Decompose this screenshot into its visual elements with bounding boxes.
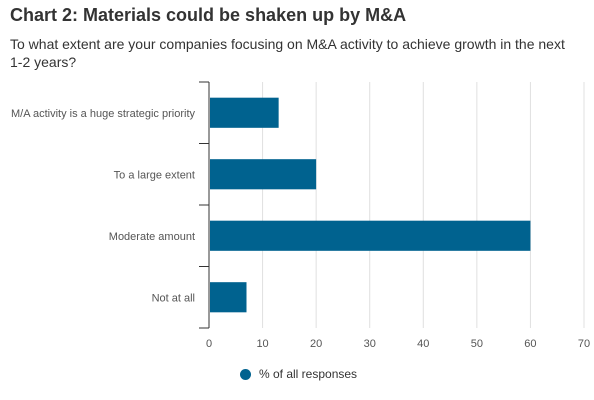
- bar[interactable]: [210, 97, 279, 128]
- bar[interactable]: [210, 282, 247, 313]
- legend[interactable]: % of all responses: [240, 367, 357, 381]
- category-label: Not at all: [152, 292, 195, 304]
- legend-label: % of all responses: [259, 367, 358, 381]
- x-tick-label: 50: [471, 338, 483, 350]
- bars: [210, 97, 531, 313]
- legend-marker: [240, 368, 251, 380]
- x-tick-label: 20: [310, 338, 322, 350]
- x-tick-label: 40: [417, 338, 429, 350]
- category-labels: M/A activity is a huge strategic priorit…: [11, 108, 196, 305]
- x-tick-labels: 0 10 20 30 40 50 60 70: [206, 338, 590, 350]
- x-tick-label: 70: [578, 338, 590, 350]
- category-label: To a large extent: [114, 169, 195, 181]
- bar[interactable]: [210, 159, 317, 190]
- x-tick-label: 60: [524, 338, 536, 350]
- x-tick-label: 0: [206, 338, 212, 350]
- bar[interactable]: [210, 220, 531, 251]
- chart-subtitle: To what extent are your companies focusi…: [10, 36, 565, 70]
- chart-title: Chart 2: Materials could be shaken up by…: [10, 5, 407, 25]
- x-tick-label: 10: [256, 338, 268, 350]
- category-label: M/A activity is a huge strategic priorit…: [11, 108, 196, 120]
- x-tick-label: 30: [364, 338, 376, 350]
- category-label: Moderate amount: [109, 231, 195, 243]
